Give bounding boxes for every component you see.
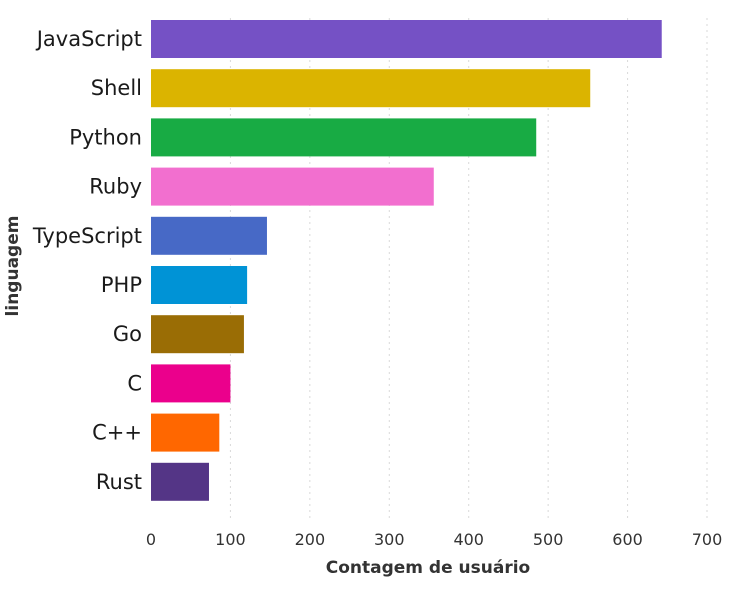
category-label-typescript: TypeScript xyxy=(32,224,142,248)
bar-c[interactable] xyxy=(151,364,231,403)
category-label-shell: Shell xyxy=(91,76,142,100)
x-tick-labels: 0 100 200 300 400 500 600 700 xyxy=(146,530,722,549)
category-label-go: Go xyxy=(113,322,142,346)
bar-cplusplus[interactable] xyxy=(151,413,220,452)
category-label-javascript: JavaScript xyxy=(35,27,142,51)
x-axis-title: Contagem de usuário xyxy=(326,558,531,578)
category-label-php: PHP xyxy=(101,273,142,297)
x-tick-label-500: 500 xyxy=(533,530,564,549)
bar-php[interactable] xyxy=(151,266,248,304)
bars xyxy=(151,20,662,501)
x-tick-label-300: 300 xyxy=(374,530,405,549)
category-label-ruby: Ruby xyxy=(89,175,142,199)
bar-ruby[interactable] xyxy=(151,167,434,206)
bar-javascript[interactable] xyxy=(151,20,662,58)
bar-rust[interactable] xyxy=(151,462,209,501)
bar-typescript[interactable] xyxy=(151,216,267,255)
bar-go[interactable] xyxy=(151,315,244,354)
x-tick-label-0: 0 xyxy=(146,530,156,549)
x-tick-label-700: 700 xyxy=(692,530,723,549)
category-label-python: Python xyxy=(69,125,142,149)
category-label-c: C xyxy=(127,371,142,395)
category-label-rust: Rust xyxy=(96,470,142,494)
bar-shell[interactable] xyxy=(151,69,591,108)
x-tick-label-100: 100 xyxy=(215,530,246,549)
y-axis-title: linguagem xyxy=(3,216,23,317)
bar-python[interactable] xyxy=(151,118,537,157)
category-labels: JavaScript Shell Python Ruby TypeScript PHP Go… xyxy=(32,27,142,494)
x-tick-label-600: 600 xyxy=(612,530,643,549)
x-tick-label-200: 200 xyxy=(295,530,326,549)
x-tick-label-400: 400 xyxy=(453,530,484,549)
category-label-cplusplus: C++ xyxy=(92,421,142,445)
